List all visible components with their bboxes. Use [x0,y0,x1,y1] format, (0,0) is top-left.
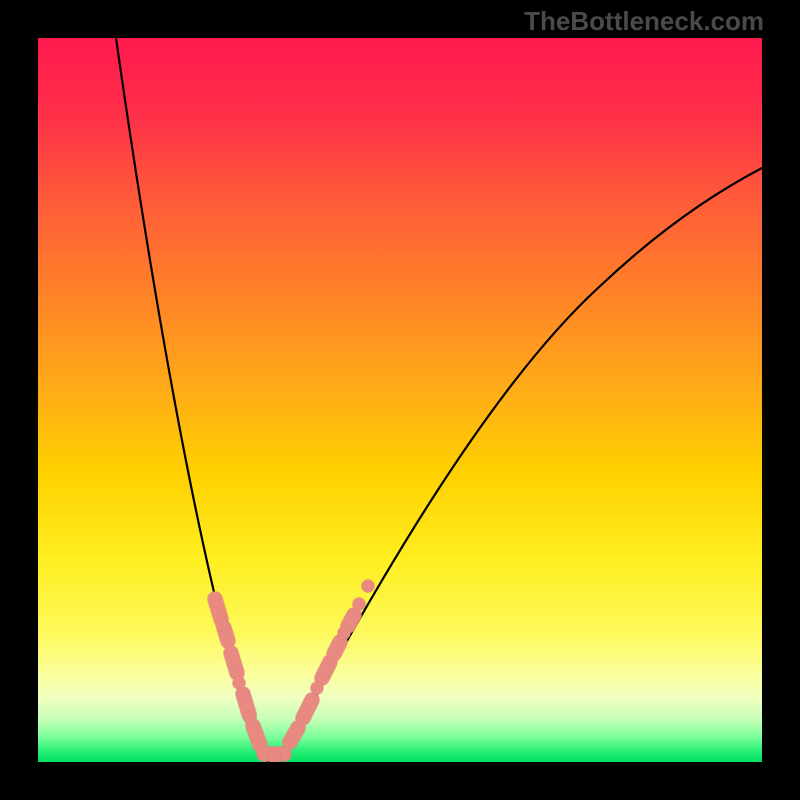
curve-marker [311,682,324,695]
curve-marker [338,627,351,640]
curve-marker [322,662,330,678]
curve-marker [244,712,257,725]
curve-marker [303,700,312,718]
curve-marker [362,580,375,593]
curve-marker [334,642,340,654]
curve-layer [38,38,762,762]
curve-marker [253,726,260,745]
bottleneck-curve [116,38,762,762]
curve-marker [216,618,229,631]
curve-marker [231,653,237,673]
curve-marker [243,694,249,714]
curve-marker [290,728,298,742]
curve-marker [215,599,221,619]
chart-root: TheBottleneck.com [0,0,800,800]
watermark-text: TheBottleneck.com [524,6,764,37]
curve-marker [348,615,354,626]
plot-area [38,38,762,762]
curve-marker [233,677,246,690]
curve-marker [353,598,366,611]
